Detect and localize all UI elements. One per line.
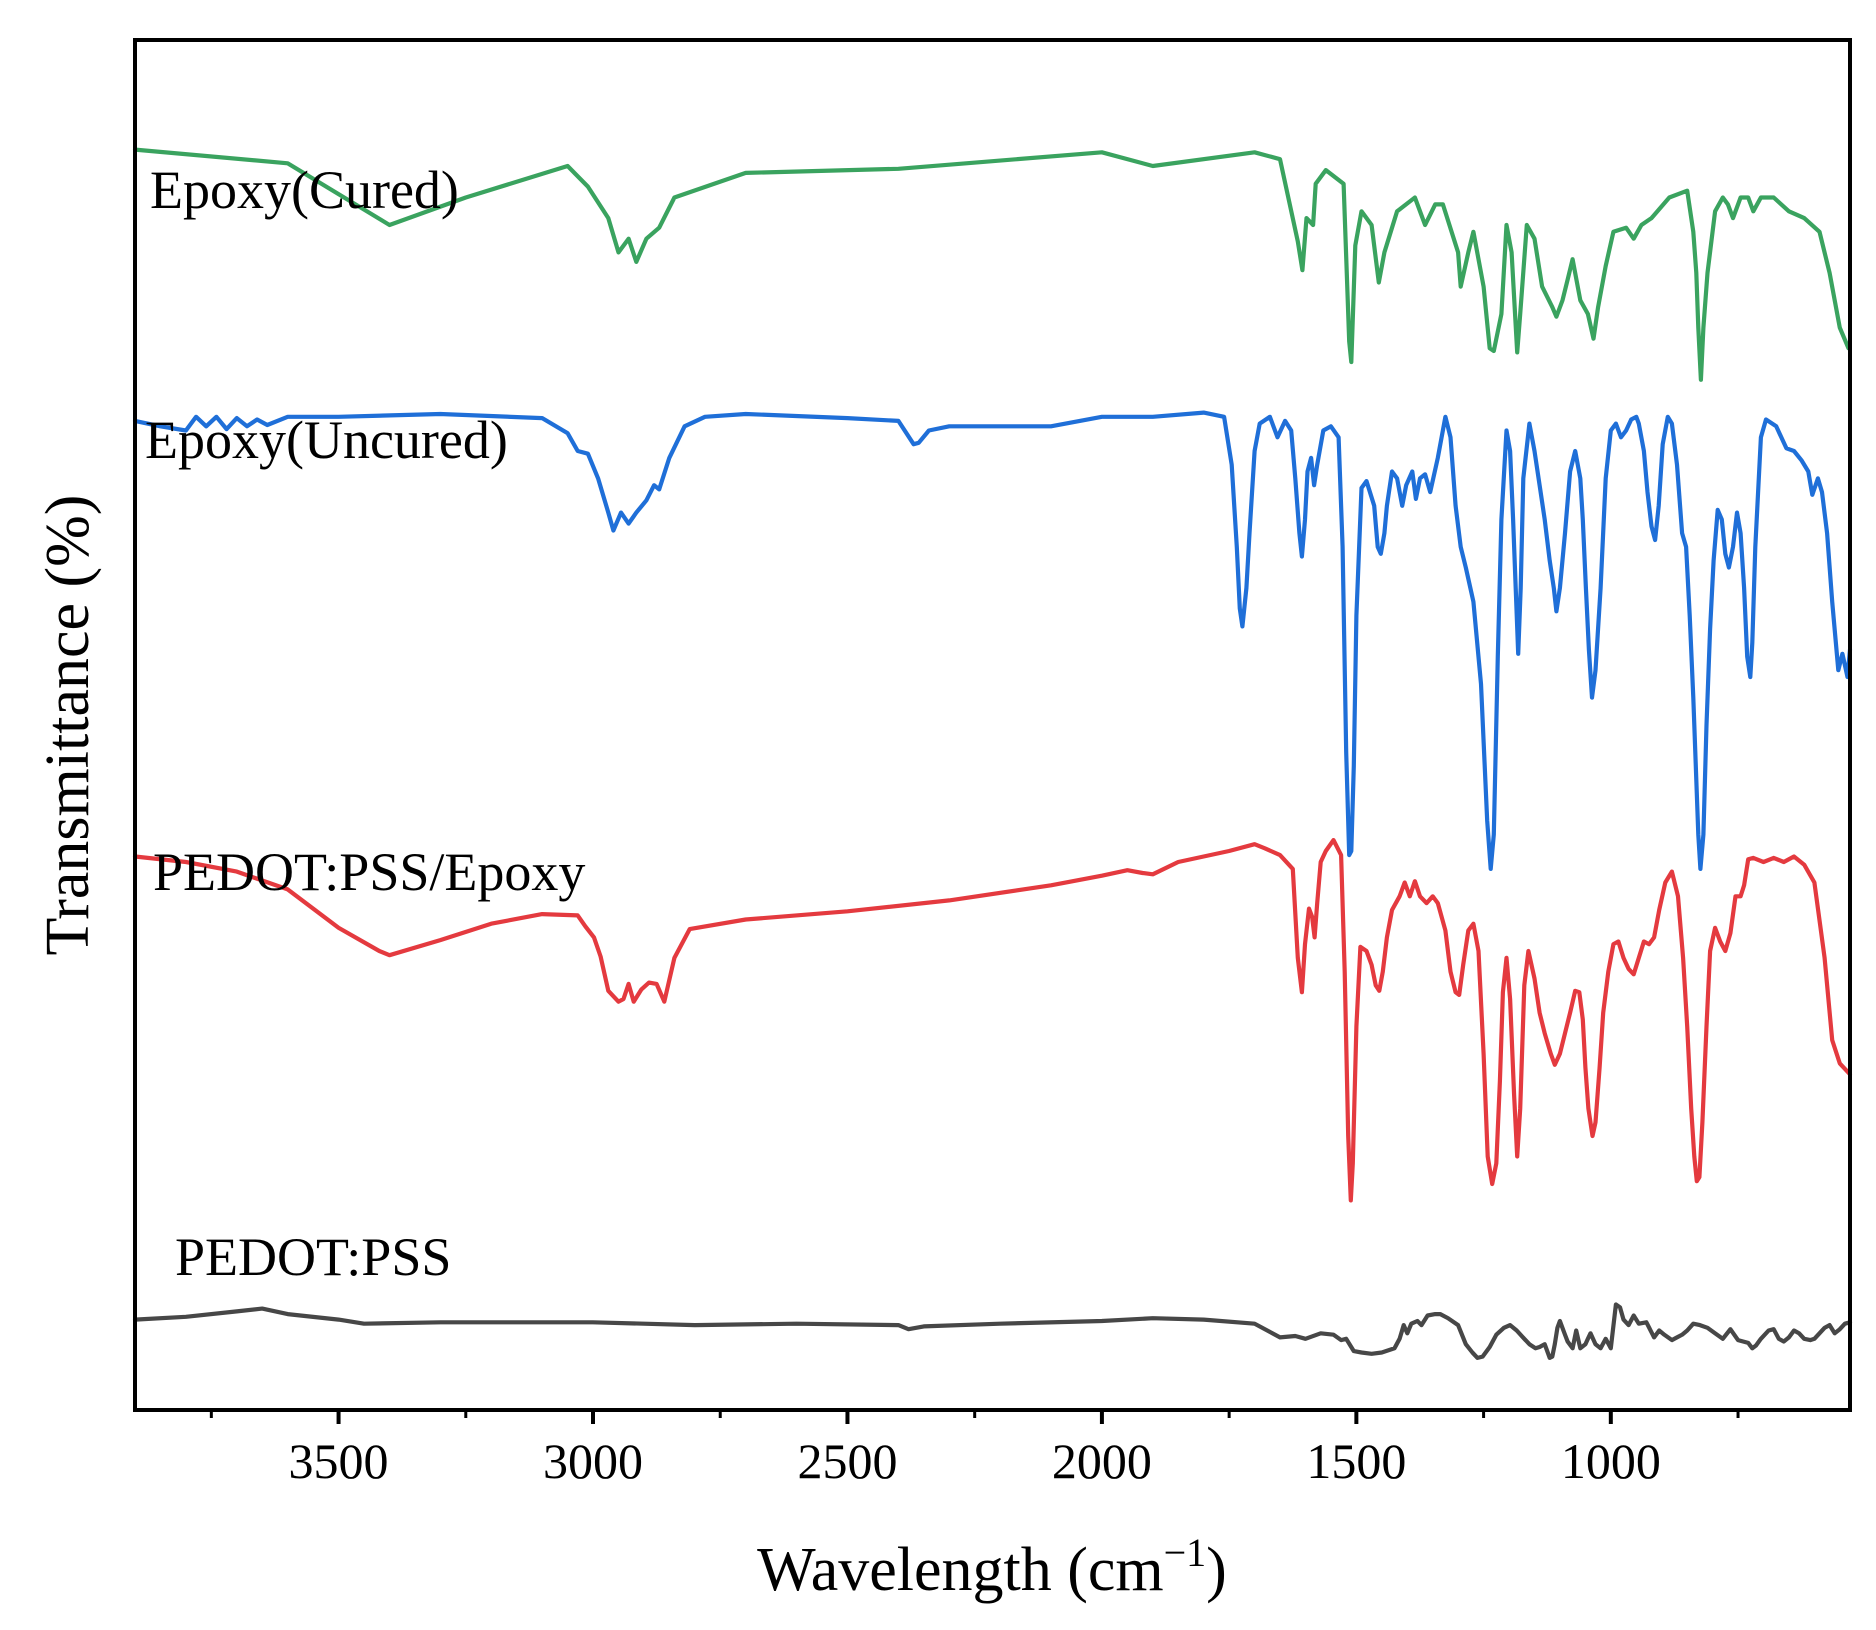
x-tick-label: 1500 — [1306, 1433, 1406, 1489]
y-axis-title: Transmittance (%) — [34, 495, 102, 956]
series-line-pedot-pss-epoxy — [132, 838, 1853, 1203]
x-tick-label: 2500 — [797, 1433, 897, 1489]
plot-area-background — [135, 40, 1850, 1410]
series-line-epoxy-cured — [132, 147, 1851, 382]
series-label-pedot-pss-epoxy: PEDOT:PSS/Epoxy — [153, 842, 585, 902]
series-line-pedot-pss — [132, 1302, 1853, 1360]
series-line-epoxy-uncured — [132, 410, 1853, 871]
series-label-epoxy-cured: Epoxy(Cured) — [150, 160, 459, 220]
plot-frame — [133, 38, 1852, 1412]
x-axis-ticks: 3500 3000 2500 2000 1500 1000 — [209, 1410, 1740, 1489]
series-label-epoxy-uncured: Epoxy(Uncured) — [145, 410, 508, 470]
x-tick-label: 2000 — [1052, 1433, 1152, 1489]
x-tick-label: 1000 — [1561, 1433, 1661, 1489]
series-layer — [132, 147, 1853, 1360]
x-axis-title: Wavelength (cm−1) — [757, 1530, 1227, 1604]
x-tick-label: 3000 — [543, 1433, 643, 1489]
x-tick-label: 3500 — [289, 1433, 389, 1489]
series-label-pedot-pss: PEDOT:PSS — [175, 1227, 451, 1287]
